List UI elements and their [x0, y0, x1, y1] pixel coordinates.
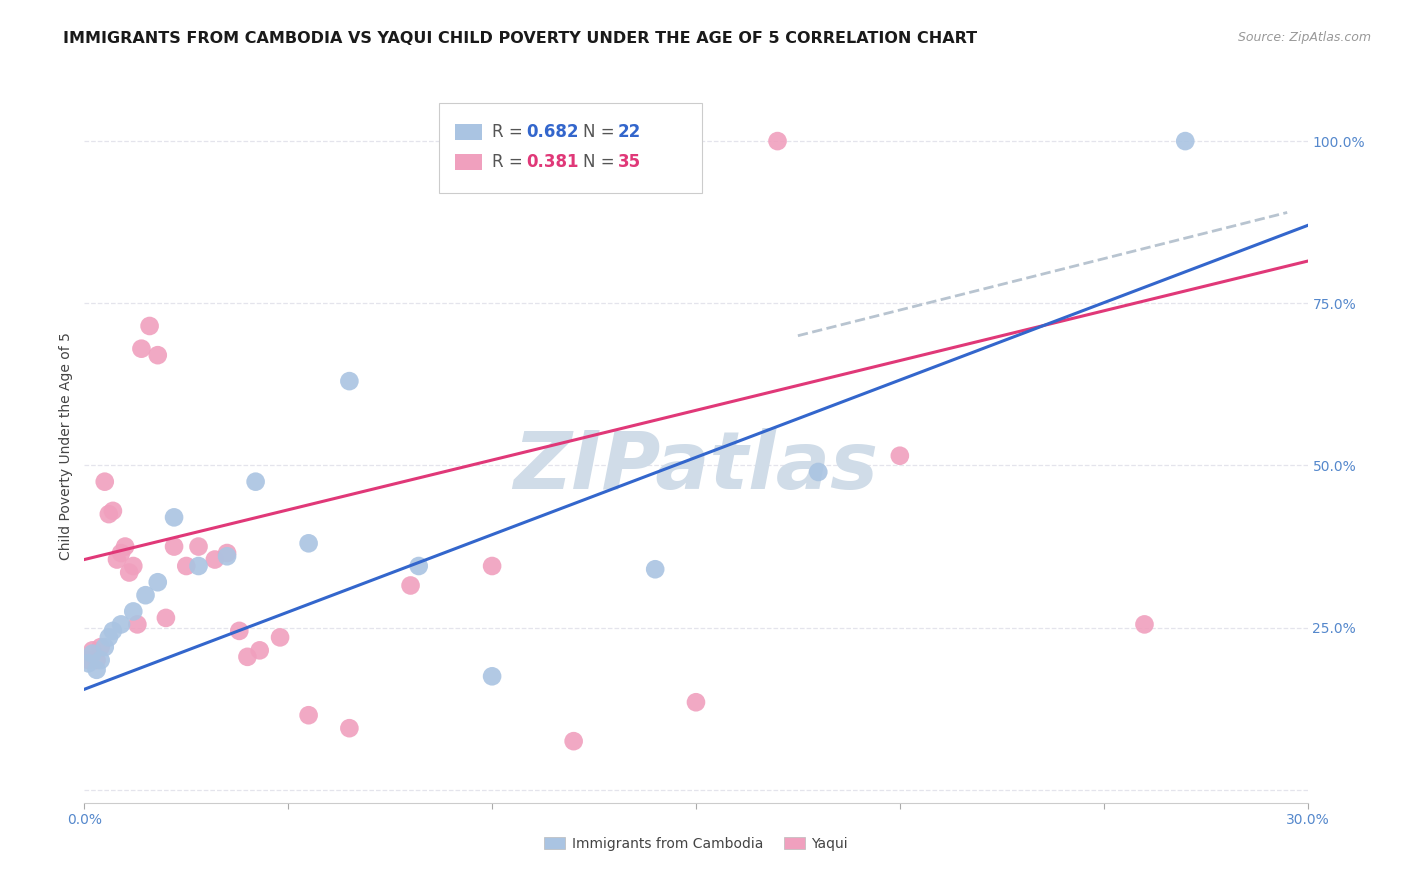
Point: [807, 465, 830, 479]
Point: [77, 653, 100, 667]
Point: [101, 624, 124, 638]
Text: R =: R =: [492, 123, 527, 141]
Point: [82, 643, 104, 657]
Point: [163, 540, 186, 554]
Point: [217, 546, 239, 560]
Text: 35: 35: [617, 153, 641, 171]
FancyBboxPatch shape: [456, 154, 482, 169]
Text: Source: ZipAtlas.com: Source: ZipAtlas.com: [1237, 31, 1371, 45]
Point: [766, 134, 789, 148]
Point: [163, 510, 186, 524]
Point: [685, 695, 707, 709]
Point: [90, 640, 112, 654]
Y-axis label: Child Poverty Under the Age of 5: Child Poverty Under the Age of 5: [59, 332, 73, 560]
Point: [114, 540, 136, 554]
Point: [408, 559, 430, 574]
Text: N =: N =: [583, 153, 620, 171]
Point: [399, 578, 422, 592]
Point: [187, 559, 209, 574]
Point: [236, 649, 259, 664]
Point: [82, 647, 104, 661]
Point: [131, 342, 153, 356]
Point: [298, 708, 321, 723]
FancyBboxPatch shape: [439, 103, 702, 193]
Point: [269, 631, 291, 645]
Legend: Immigrants from Cambodia, Yaqui: Immigrants from Cambodia, Yaqui: [538, 831, 853, 856]
Text: ZIPatlas: ZIPatlas: [513, 428, 879, 507]
Point: [110, 617, 132, 632]
Point: [90, 653, 112, 667]
Point: [889, 449, 911, 463]
Point: [146, 348, 169, 362]
Text: N =: N =: [583, 123, 620, 141]
Point: [481, 669, 503, 683]
Text: 22: 22: [617, 123, 641, 141]
Text: 0.381: 0.381: [526, 153, 578, 171]
Point: [122, 604, 145, 618]
Point: [249, 643, 271, 657]
Point: [644, 562, 666, 576]
Point: [1133, 617, 1156, 632]
Point: [122, 559, 145, 574]
Point: [101, 504, 124, 518]
Point: [93, 475, 115, 489]
Point: [339, 721, 361, 735]
FancyBboxPatch shape: [456, 124, 482, 140]
Point: [298, 536, 321, 550]
Point: [86, 653, 108, 667]
Text: R =: R =: [492, 153, 527, 171]
Point: [77, 657, 100, 671]
Text: IMMIGRANTS FROM CAMBODIA VS YAQUI CHILD POVERTY UNDER THE AGE OF 5 CORRELATION C: IMMIGRANTS FROM CAMBODIA VS YAQUI CHILD …: [63, 31, 977, 46]
Point: [245, 475, 267, 489]
Point: [127, 617, 149, 632]
Point: [110, 546, 132, 560]
Text: 0.682: 0.682: [526, 123, 578, 141]
Point: [562, 734, 585, 748]
Point: [155, 611, 177, 625]
Point: [228, 624, 250, 638]
Point: [138, 318, 160, 333]
Point: [217, 549, 239, 564]
Point: [97, 631, 120, 645]
Point: [204, 552, 226, 566]
Point: [174, 559, 197, 574]
Point: [1174, 134, 1197, 148]
Point: [146, 575, 169, 590]
Point: [118, 566, 141, 580]
Point: [481, 559, 503, 574]
Point: [97, 507, 120, 521]
Point: [187, 540, 209, 554]
Point: [105, 552, 128, 566]
Point: [93, 640, 115, 654]
Point: [339, 374, 361, 388]
Point: [135, 588, 157, 602]
Point: [86, 663, 108, 677]
